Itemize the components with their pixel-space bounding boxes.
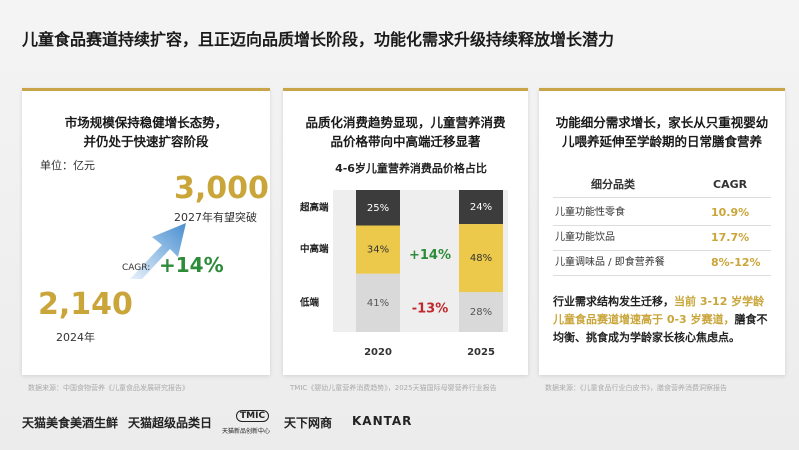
table-cell: 儿童调味品 / 即食营养餐 xyxy=(555,257,665,268)
row-label: 中高端 xyxy=(300,243,329,255)
source: 数据来源：中国食物营养《儿童食品发展研究报告》 xyxy=(28,384,189,392)
header-cell: CAGR xyxy=(713,178,748,191)
value-label: 24% xyxy=(470,202,492,213)
heading-line: 品质化消费趋势显现，儿童营养消费 xyxy=(305,115,506,130)
heading-line: 功能细分需求增长，家长从只重视婴幼 xyxy=(555,115,769,130)
table-row: 儿童功能饮品 17.7% xyxy=(553,226,771,251)
card-heading: 市场规模保持稳健增长态势， 并仍处于快速扩容阶段 xyxy=(22,113,270,151)
table-row: 儿童调味品 / 即食营养餐 8%-12% xyxy=(553,251,771,276)
footer-logo: 天下网商 xyxy=(284,416,333,430)
bar-segment xyxy=(356,190,400,226)
growth-arrow xyxy=(130,223,186,279)
card: 市场规模保持稳健增长态势， 并仍处于快速扩容阶段 单位：亿元 3,000 202… xyxy=(22,88,270,375)
heading-line: 品价格带向中高端迁移显著 xyxy=(330,134,481,149)
value-label: 25% xyxy=(367,203,389,214)
bar-segment xyxy=(356,273,400,332)
cagr-value: +14% xyxy=(159,253,224,277)
note: 行业需求结构发生迁移，当前 3-12 岁学龄儿童食品赛道增速高于 0-3 岁赛道… xyxy=(553,293,771,347)
table-header: 细分品类 CAGR xyxy=(553,173,771,198)
note-lead: 行业需求结构发生迁移， xyxy=(553,295,674,308)
table-cell: 儿童功能饮品 xyxy=(555,232,615,243)
value-label: 34% xyxy=(367,245,389,256)
target-value: 3,000 xyxy=(174,171,269,206)
cagr-label: CAGR: xyxy=(122,263,151,273)
footer-logo: 天猫新品创新中心 xyxy=(222,428,271,435)
x-label: 2025 xyxy=(467,347,495,358)
bar-segment xyxy=(459,292,503,332)
bar-segment xyxy=(459,224,503,293)
bar-segment xyxy=(356,225,400,274)
base-year: 2024年 xyxy=(56,331,95,344)
footer-logo: TMIC xyxy=(236,410,270,422)
heading-line: 儿喂养延伸至学龄期的日常膳食营养 xyxy=(561,134,762,149)
source: TMIC《婴幼儿童营养消费趋势》，2025天猫国际母婴营养行业报告 xyxy=(290,384,497,392)
card-heading: 功能细分需求增长，家长从只重视婴幼 儿喂养延伸至学龄期的日常膳食营养 xyxy=(539,113,785,151)
source: 数据来源：《儿童食品行业白皮书》，膳食营养消费洞察报告 xyxy=(545,384,727,392)
annotation: +14% xyxy=(409,248,451,263)
chart-title: 4-6岁儿童营养消费品价格占比 xyxy=(335,161,487,175)
header-cell: 细分品类 xyxy=(591,178,635,191)
card-heading: 品质化消费趋势显现，儿童营养消费 品价格带向中高端迁移显著 xyxy=(283,113,528,151)
heading-line: 市场规模保持稳健增长态势， xyxy=(64,115,228,130)
card: 功能细分需求增长，家长从只重视婴幼 儿喂养延伸至学龄期的日常膳食营养 细分品类 … xyxy=(539,88,785,375)
value-label: 41% xyxy=(367,298,389,309)
annotation: -13% xyxy=(412,301,449,316)
table-cell: 儿童功能性零食 xyxy=(555,207,625,218)
row-label: 低端 xyxy=(299,296,320,308)
footer-logo: KANTAR xyxy=(352,414,413,428)
footer-logo: 天猫美食美酒生鲜 xyxy=(22,416,119,430)
arrow-shape xyxy=(130,223,186,279)
table-cell: 17.7% xyxy=(711,231,750,244)
table-row: 儿童功能性零食 10.9% xyxy=(553,201,771,226)
slide-title: 儿童食品赛道持续扩容，且正迈向品质增长阶段，功能化需求升级持续释放增长潜力 xyxy=(22,30,615,49)
unit: 单位：亿元 xyxy=(40,159,95,172)
value-label: 28% xyxy=(470,307,492,318)
note-highlight: 当前 3-12 岁学龄儿童食品赛道增速高于 0-3 岁赛道， xyxy=(553,295,765,326)
note-tail: 膳食不均衡、挑食成为学龄家长核心焦虑点。 xyxy=(553,313,768,344)
base-value: 2,140 xyxy=(38,287,133,322)
price-chart: 4-6岁儿童营养消费品价格占比 2020 25% 超高端 34% 中高端 41% 低端 202… xyxy=(299,161,508,358)
x-label: 2020 xyxy=(364,347,392,358)
footer-logo: 天猫超级品类日 xyxy=(128,416,213,430)
row-label: 超高端 xyxy=(299,201,329,213)
heading-line: 并仍处于快速扩容阶段 xyxy=(83,134,209,149)
table-cell: 8%-12% xyxy=(711,256,761,269)
value-label: 48% xyxy=(470,253,492,264)
bar-segment xyxy=(459,190,503,225)
target-note: 2027年有望突破 xyxy=(174,211,257,224)
table-cell: 10.9% xyxy=(711,206,750,219)
